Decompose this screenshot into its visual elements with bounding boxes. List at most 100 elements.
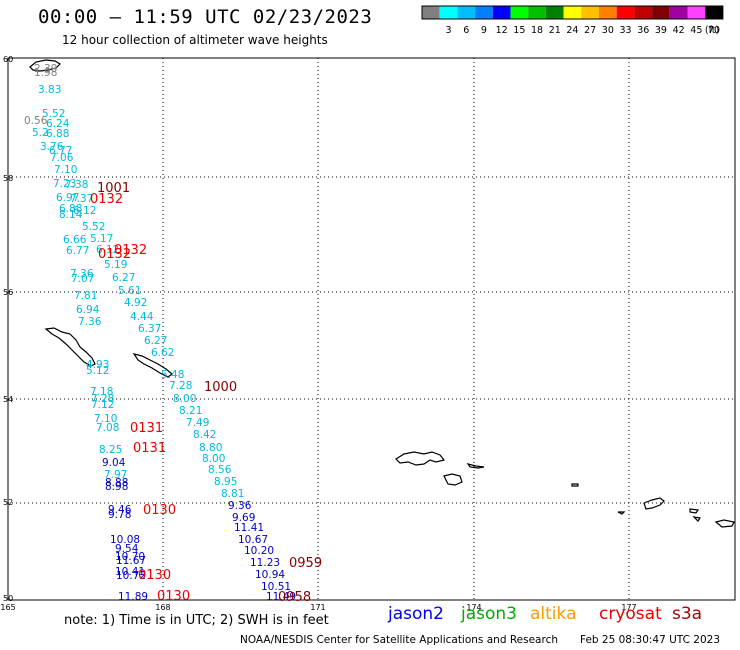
wave-height-reading: 6.77 xyxy=(66,245,89,257)
wave-height-reading: 10.72 xyxy=(116,570,146,582)
latitude-label: 50 xyxy=(3,594,13,603)
legend-swatch xyxy=(510,6,529,19)
wave-height-reading: 7.23 xyxy=(53,178,76,190)
legend-swatch xyxy=(528,6,546,19)
wave-height-reading: 8.56 xyxy=(208,464,232,476)
wave-height-reading: 8.25 xyxy=(99,444,122,456)
legend-swatch xyxy=(581,6,599,19)
wave-height-reading: 10.94 xyxy=(255,569,285,581)
latitude-label: 60 xyxy=(3,55,13,64)
latitude-label: 54 xyxy=(3,395,13,404)
wave-height-reading: 6.12 xyxy=(73,205,96,217)
wave-height-reading: 7.06 xyxy=(50,152,74,164)
map-frame xyxy=(7,57,736,601)
longitude-label: 168 xyxy=(155,603,170,612)
legend-swatch xyxy=(634,6,653,19)
wave-height-reading: 4.44 xyxy=(130,311,154,323)
pass-time-label: 0130 xyxy=(157,589,190,604)
footer-timestamp: Feb 25 08:30:47 UTC 2023 xyxy=(580,634,720,646)
wave-height-reading: 6.12 xyxy=(96,244,119,256)
wave-height-reading: 6.27 xyxy=(144,335,167,347)
wave-height-reading: 9.54 xyxy=(115,543,139,555)
legend-swatch xyxy=(439,6,458,19)
legend-tick-label: 12 xyxy=(496,25,508,36)
legend-swatch xyxy=(492,6,511,19)
wave-height-reading: 5.19 xyxy=(104,259,127,271)
legend-swatch xyxy=(475,6,493,19)
coastline xyxy=(571,483,579,487)
legend-tick-label: 18 xyxy=(531,25,543,36)
wave-height-reading: 5.52 xyxy=(82,221,105,233)
legend-tick-label: 45 xyxy=(690,25,702,36)
wave-height-reading: 5.2 xyxy=(32,127,49,139)
wave-height-reading: 7.36 xyxy=(78,316,102,328)
wave-height-reading: 11.89 xyxy=(118,591,148,603)
legend-swatch xyxy=(563,6,582,19)
coastline xyxy=(466,463,485,469)
legend-swatch xyxy=(652,6,670,19)
legend-tick-label: 21 xyxy=(549,25,561,36)
longitude-label: 165 xyxy=(0,603,15,612)
color-legend: 3 6 9 12 15 18 21 24 27 30 33 36 39 42 45 70(ft) xyxy=(421,5,724,36)
latitude-label: 58 xyxy=(3,174,13,183)
wave-height-reading: 8.88 xyxy=(105,477,128,489)
coastline xyxy=(643,497,665,510)
legend-swatch xyxy=(545,6,564,19)
coastline xyxy=(132,353,173,378)
footer-note: note: 1) Time is in UTC; 2) SWH is in fe… xyxy=(64,613,329,628)
wave-height-reading: 4.92 xyxy=(124,297,147,309)
legend-tick-label: 9 xyxy=(481,25,487,36)
wave-height-reading: 6.88 xyxy=(46,128,69,140)
wave-height-reading: 7.07 xyxy=(71,273,94,285)
legend-tick-label: 30 xyxy=(602,25,614,36)
wave-height-reading: 7.12 xyxy=(91,399,114,411)
wave-height-reading: 10.41 xyxy=(115,566,145,578)
wave-height-reading: 8.80 xyxy=(199,442,222,454)
wave-height-reading: 7.08 xyxy=(96,422,119,434)
pass-time-label: 1001 xyxy=(97,181,130,196)
legend-tick-label: 24 xyxy=(566,25,578,36)
mission-jason2: jason2 xyxy=(388,604,444,624)
coastline xyxy=(617,511,626,515)
landmass-outlines xyxy=(29,59,735,528)
pass-time-label: 0958 xyxy=(278,590,311,605)
legend-tick-label: 39 xyxy=(655,25,667,36)
wave-height-reading: 7.28 xyxy=(169,380,192,392)
legend-swatch xyxy=(616,6,635,19)
legend-tick-label: 15 xyxy=(513,25,525,36)
wave-height-reading: 5.52 xyxy=(42,108,65,120)
wave-height-reading: 7.81 xyxy=(74,290,97,302)
coastline xyxy=(395,451,446,466)
wave-height-reading: 11.67 xyxy=(116,555,146,567)
wave-height-reading: 11.41 xyxy=(234,522,264,534)
wave-height-reading: 3.76 xyxy=(40,141,64,153)
wave-height-reading: 0.56 xyxy=(24,115,48,127)
pass-time-label: 0130 xyxy=(143,503,176,518)
wave-height-reading: 7.36 xyxy=(70,268,94,280)
longitude-label: 177 xyxy=(621,603,636,612)
latitude-label: 52 xyxy=(3,498,13,507)
wave-height-reading: 3.83 xyxy=(38,84,61,96)
wave-height-reading: 5.61 xyxy=(118,285,141,297)
wave-height-reading: 8.14 xyxy=(59,209,83,221)
page-subtitle: 12 hour collection of altimeter wave hei… xyxy=(62,33,328,47)
wave-height-reading: 6.97 xyxy=(56,192,79,204)
mission-cryosat: cryosat xyxy=(599,604,662,624)
wave-height-reading: 1.98 xyxy=(34,67,57,79)
wave-height-reading: 9.04 xyxy=(102,457,126,469)
legend-unit: (ft) xyxy=(705,25,719,36)
latitude-label: 56 xyxy=(3,288,13,297)
legend-swatch xyxy=(705,6,723,19)
pass-time-label: 0131 xyxy=(133,441,166,456)
pass-time-label: 0132 xyxy=(98,247,131,262)
wave-height-reading: 7.10 xyxy=(94,413,117,425)
longitude-label: 171 xyxy=(310,603,325,612)
wave-height-reading: 5.17 xyxy=(90,233,113,245)
wave-height-reading: 2.39 xyxy=(34,63,57,75)
legend-tick-label: 70 xyxy=(708,25,720,36)
wave-height-reading: 6.77 xyxy=(49,145,72,157)
wave-height-reading: 11.23 xyxy=(250,557,280,569)
legend-tick-label: 33 xyxy=(620,25,632,36)
wave-height-reading: 8.42 xyxy=(193,429,216,441)
